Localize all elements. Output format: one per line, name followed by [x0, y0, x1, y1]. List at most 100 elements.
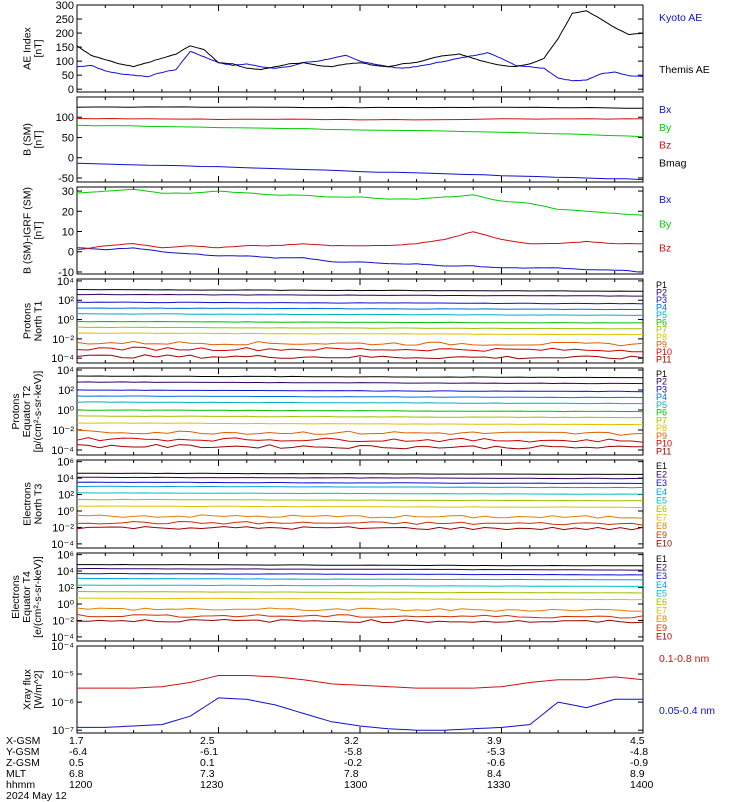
panel-frame	[76, 4, 644, 93]
y-tick-label: 10⁻⁷	[52, 725, 74, 737]
y-tick-label: 10⁶	[57, 550, 74, 562]
footer-value: 8.9	[630, 768, 645, 780]
channel-line-e4	[76, 577, 644, 581]
series-line-kyoto-ae	[76, 50, 644, 82]
y-tick-label: 10⁻²	[52, 334, 74, 346]
y-axis-label: Protons	[22, 303, 34, 339]
channel-line-e6	[76, 591, 644, 594]
legend-entry: Bz	[659, 140, 671, 152]
y-axis-label: Xray flux	[22, 668, 34, 710]
channel-line-p8	[77, 422, 644, 426]
channel-line-e9	[76, 520, 644, 526]
y-tick-label: 30	[62, 186, 74, 198]
channel-label: P6	[656, 408, 667, 418]
legend-entry: Bx	[659, 194, 672, 206]
footer-value: -6.4	[69, 746, 88, 758]
y-tick-label: 200	[56, 28, 74, 40]
series-line-bx	[76, 162, 644, 181]
channel-line-p5	[76, 313, 644, 316]
footer-value: -0.9	[630, 757, 649, 769]
y-tick-label: 10²	[58, 490, 74, 502]
channel-line-e7	[77, 597, 644, 601]
channel-label: P3	[656, 384, 667, 394]
legend-entry: 0.1-0.8 nm	[659, 653, 709, 665]
footer-row-label: Z-GSM	[6, 757, 40, 769]
channel-label: E10	[656, 538, 672, 548]
y-axis-label: B (SM)-IGRF (SM)	[22, 187, 34, 274]
channel-label: P10	[656, 439, 672, 449]
channel-label: P8	[656, 423, 667, 433]
channel-line-e4	[76, 485, 644, 489]
y-tick-label: 10⁴	[57, 566, 74, 578]
series-line-themis-ae	[76, 10, 644, 71]
legend-entry: Bmag	[659, 157, 687, 169]
y-axis-label: [p/(cm²-s-sr-keV)]	[32, 371, 44, 453]
footer-value: 0.1	[200, 757, 215, 769]
channel-line-p2	[76, 381, 644, 385]
y-tick-label: 10⁻⁴	[51, 539, 74, 551]
y-tick-label: 250	[56, 14, 74, 26]
channel-line-e8	[76, 514, 644, 519]
channel-line-p2	[77, 293, 643, 297]
series-line-bz	[76, 231, 644, 251]
y-tick-label: 0	[68, 247, 74, 259]
y-tick-label: 10²	[58, 385, 74, 397]
legend-entry: 0.05-0.4 nm	[659, 705, 715, 717]
channel-label: P7	[656, 415, 667, 425]
y-tick-label: 10⁻²	[52, 522, 74, 534]
channel-label: P8	[656, 332, 667, 342]
series-line-0-05-0-4-nm	[77, 697, 643, 731]
channel-label: E5	[656, 495, 667, 505]
footer-date: 2024 May 12	[6, 790, 67, 802]
channel-line-p10	[76, 346, 643, 353]
channel-line-p9	[76, 429, 644, 436]
panel-e_equator: 10⁶ 10⁴ 10² 10⁰ 10⁻² 10⁻⁴ Electrons Equator T4[…	[10, 550, 672, 644]
y-tick-label: 10⁰	[57, 405, 74, 417]
y-axis-label: [W/m^2]	[33, 670, 45, 708]
footer-value: 2.5	[200, 735, 215, 747]
channel-label: P1	[656, 369, 667, 379]
channel-line-e3	[76, 573, 644, 576]
channel-label: E4	[656, 580, 667, 590]
footer-value: -6.1	[200, 746, 219, 758]
channel-label: E10	[656, 631, 672, 641]
channel-line-p1	[76, 375, 644, 379]
y-tick-label: 10⁶	[57, 457, 74, 469]
channel-label: E7	[656, 513, 667, 523]
channel-line-e5	[76, 584, 643, 587]
y-axis-label: Equator T4	[21, 571, 33, 623]
series-line-0-1-0-8-nm	[77, 675, 644, 689]
y-tick-label: 10⁴	[57, 473, 74, 485]
footer-value: 1.7	[69, 735, 84, 747]
channel-label: P9	[656, 431, 667, 441]
channel-label: P7	[656, 325, 667, 335]
channel-label: E6	[656, 504, 667, 514]
channel-line-e10	[76, 618, 644, 624]
channel-label: P9	[656, 340, 667, 350]
channel-line-e8	[76, 607, 644, 612]
footer-row-mlt: MLT 6.8 7.3 7.8 8.4 8.9	[6, 769, 746, 780]
y-tick-label: 10⁻⁴	[51, 445, 74, 457]
y-axis-label: AE Index	[22, 26, 34, 69]
y-axis-label: [nT]	[33, 130, 45, 148]
channel-label: P1	[656, 280, 667, 290]
channel-line-e2	[77, 476, 644, 480]
channel-label: E3	[656, 571, 667, 581]
y-tick-label: 0	[68, 153, 74, 165]
y-tick-label: 300	[56, 0, 74, 12]
y-axis-label: Electrons	[22, 482, 34, 526]
channel-line-p7	[76, 326, 644, 330]
channel-line-p3	[76, 301, 644, 305]
channel-line-e1	[76, 472, 643, 475]
y-tick-label: 50	[62, 132, 74, 144]
footer-value: 3.2	[344, 735, 359, 747]
channel-line-p6	[76, 320, 643, 324]
footer-value: 7.8	[344, 768, 359, 780]
channel-label: P4	[656, 302, 667, 312]
channel-line-e6	[76, 498, 643, 502]
channel-label: E2	[656, 470, 667, 480]
y-tick-label: 10⁰	[57, 506, 74, 518]
footer-value: 7.3	[200, 768, 215, 780]
